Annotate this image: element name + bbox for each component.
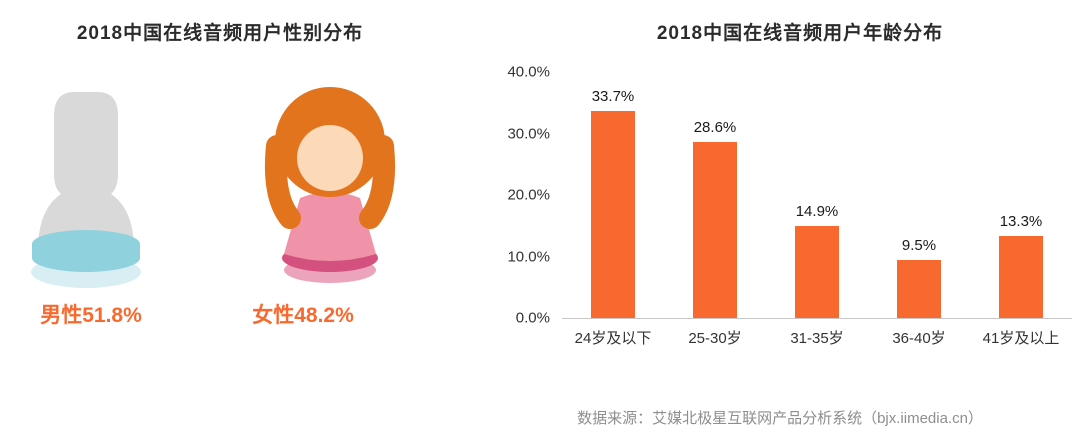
x-tick-label: 41岁及以上	[982, 330, 1060, 347]
x-tick-label: 31-35岁	[790, 330, 844, 347]
gender-chart-title: 2018中国在线音频用户性别分布	[76, 23, 364, 44]
y-tick-label: 0.0%	[515, 309, 550, 327]
plot-area: 33.7% 24岁及以下 28.6% 25-30岁 14.9% 31-35岁 9.5% 36-…	[562, 72, 1072, 347]
x-tick-label: 36-40岁	[892, 330, 946, 347]
data-source: 数据来源：艾媒北极星互联网产品分析系统（bjx.iimedia.cn）	[577, 410, 983, 427]
female-icon	[250, 84, 410, 295]
bar	[999, 236, 1043, 318]
y-tick-label: 30.0%	[507, 125, 550, 142]
age-bar-chart: 40.0% 30.0% 20.0% 10.0% 0.0% 33.7% 24岁及以下 28.6…	[470, 64, 1076, 347]
bar	[591, 110, 635, 318]
y-tick-label: 20.0%	[507, 186, 550, 204]
female-percentage-label: 女性48.2%	[252, 304, 354, 327]
bar-value-label: 14.9%	[795, 203, 839, 221]
bar-column: 33.7% 24岁及以下	[562, 72, 664, 347]
age-chart-title: 2018中国在线音频用户年龄分布	[656, 23, 944, 44]
y-tick-label: 10.0%	[507, 248, 550, 265]
bar-column: 9.5% 36-40岁	[868, 72, 970, 347]
male-icon	[28, 86, 144, 297]
bar-value-label: 13.3%	[999, 213, 1043, 231]
y-tick-label: 40.0%	[507, 63, 550, 81]
bar	[795, 226, 839, 318]
bar-value-label: 28.6%	[693, 119, 737, 137]
bar-value-label: 9.5%	[901, 236, 937, 254]
bar	[693, 142, 737, 318]
bar	[897, 259, 941, 318]
bar-column: 14.9% 31-35岁	[766, 72, 868, 347]
y-axis: 40.0% 30.0% 20.0% 10.0% 0.0%	[470, 64, 550, 327]
x-tick-label: 24岁及以下	[574, 330, 652, 347]
bar-value-label: 33.7%	[591, 87, 635, 105]
male-percentage-label: 男性51.8%	[40, 304, 142, 327]
x-tick-label: 25-30岁	[688, 330, 742, 347]
bar-column: 13.3% 41岁及以上	[970, 72, 1072, 347]
bar-column: 28.6% 25-30岁	[664, 72, 766, 347]
